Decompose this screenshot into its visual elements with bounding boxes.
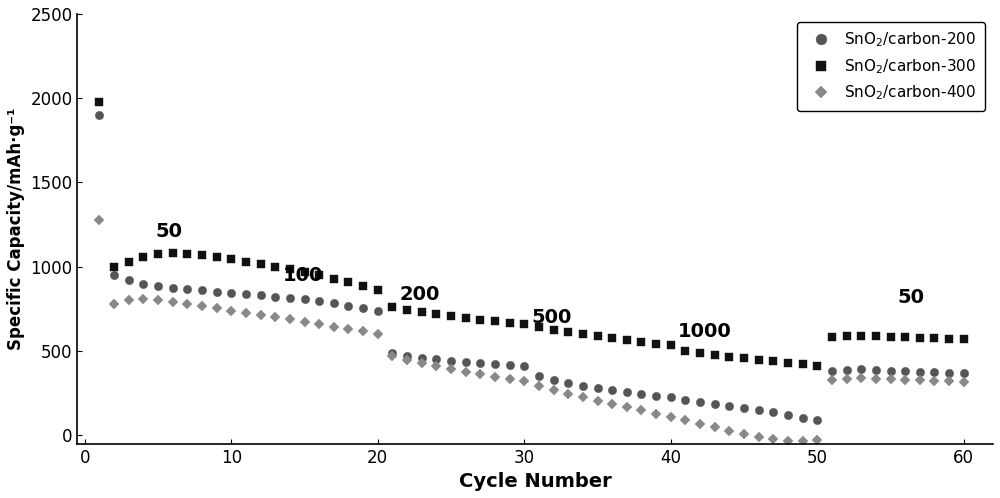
- SnO$_2$/carbon-400: [372, 331, 384, 337]
- SnO$_2$/carbon-300: [635, 339, 647, 345]
- SnO$_2$/carbon-400: [386, 354, 398, 360]
- SnO$_2$/carbon-300: [811, 363, 823, 369]
- SnO$_2$/carbon-200: [342, 303, 354, 309]
- Text: 200: 200: [400, 285, 440, 304]
- SnO$_2$/carbon-200: [372, 308, 384, 314]
- SnO$_2$/carbon-200: [386, 350, 398, 356]
- Text: 100: 100: [283, 266, 323, 285]
- SnO$_2$/carbon-400: [313, 321, 325, 327]
- SnO$_2$/carbon-400: [93, 217, 105, 223]
- SnO$_2$/carbon-300: [958, 336, 970, 342]
- SnO$_2$/carbon-200: [811, 417, 823, 423]
- SnO$_2$/carbon-200: [313, 298, 325, 304]
- SnO$_2$/carbon-300: [372, 287, 384, 293]
- SnO$_2$/carbon-200: [93, 112, 105, 118]
- SnO$_2$/carbon-400: [797, 438, 809, 444]
- SnO$_2$/carbon-200: [958, 370, 970, 376]
- Text: 500: 500: [532, 308, 572, 327]
- SnO$_2$/carbon-300: [93, 100, 105, 106]
- Line: SnO$_2$/carbon-200: SnO$_2$/carbon-200: [95, 111, 968, 425]
- Line: SnO$_2$/carbon-300: SnO$_2$/carbon-300: [95, 98, 968, 370]
- Text: 50: 50: [898, 288, 925, 307]
- SnO$_2$/carbon-400: [240, 310, 252, 316]
- Legend: SnO$_2$/carbon-200, SnO$_2$/carbon-300, SnO$_2$/carbon-400: SnO$_2$/carbon-200, SnO$_2$/carbon-300, …: [797, 21, 985, 111]
- SnO$_2$/carbon-300: [313, 272, 325, 278]
- Text: 1000: 1000: [678, 322, 732, 341]
- SnO$_2$/carbon-400: [958, 379, 970, 385]
- SnO$_2$/carbon-200: [635, 391, 647, 397]
- SnO$_2$/carbon-400: [635, 407, 647, 413]
- Line: SnO$_2$/carbon-400: SnO$_2$/carbon-400: [96, 216, 967, 445]
- SnO$_2$/carbon-200: [240, 291, 252, 297]
- Text: 50: 50: [155, 223, 182, 242]
- Y-axis label: Specific Capacity/mAh·g⁻¹: Specific Capacity/mAh·g⁻¹: [7, 108, 25, 350]
- SnO$_2$/carbon-300: [386, 304, 398, 310]
- X-axis label: Cycle Number: Cycle Number: [459, 472, 612, 491]
- SnO$_2$/carbon-300: [342, 279, 354, 285]
- SnO$_2$/carbon-400: [342, 326, 354, 332]
- SnO$_2$/carbon-300: [240, 258, 252, 264]
